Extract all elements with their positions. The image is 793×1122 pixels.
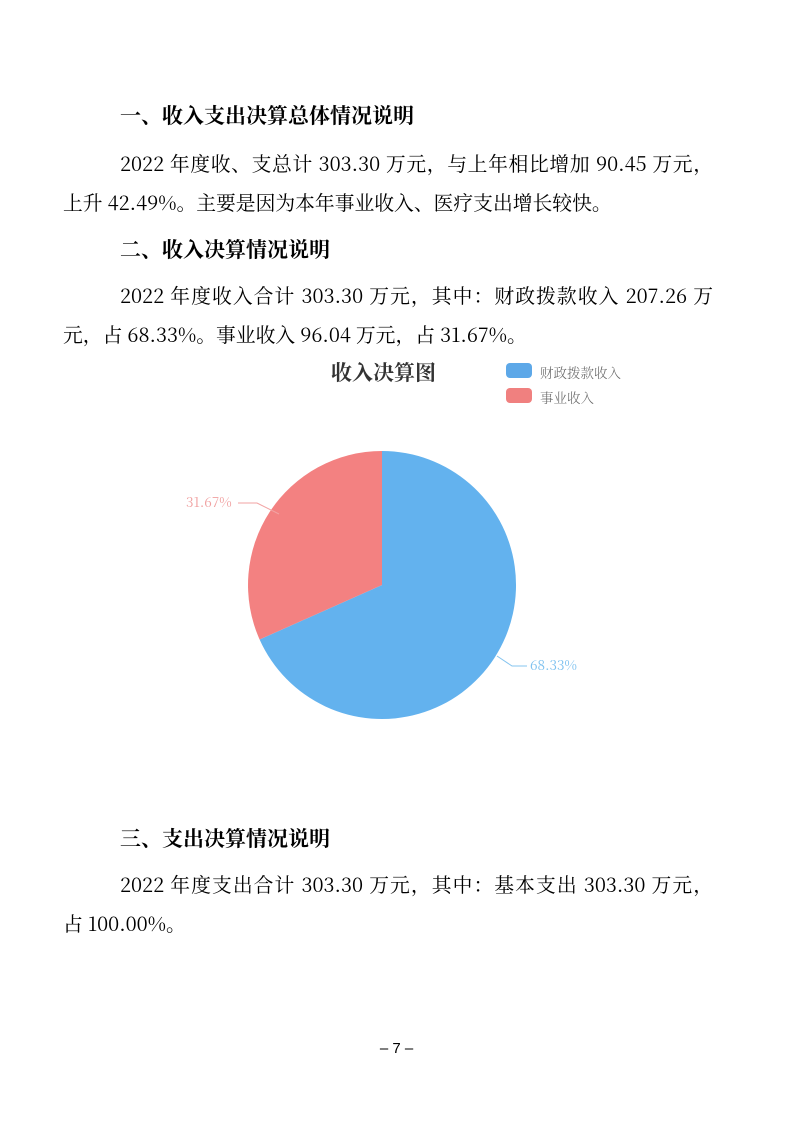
svg-text:68.33%: 68.33%: [530, 654, 577, 674]
svg-text:31.67%: 31.67%: [186, 491, 232, 511]
